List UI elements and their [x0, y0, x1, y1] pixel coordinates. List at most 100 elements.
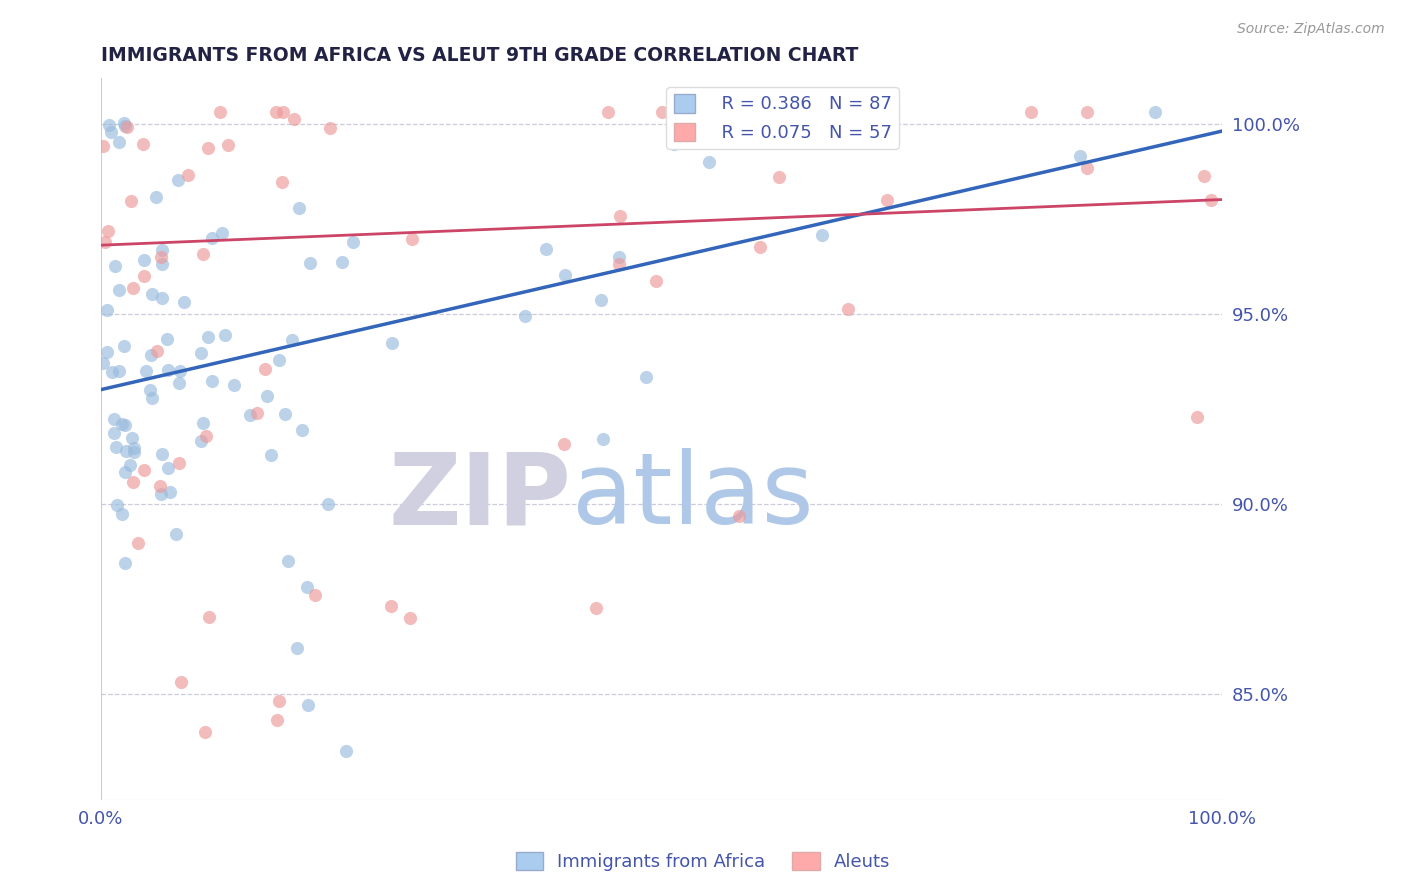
Point: [97, 224, 120, 238]
Point: [256, 389, 278, 403]
Point: [141, 287, 163, 301]
Legend: Immigrants from Africa, Aleuts: Immigrants from Africa, Aleuts: [509, 845, 897, 879]
Point: [114, 465, 136, 479]
Point: [260, 448, 283, 462]
Point: [121, 431, 143, 445]
Point: [141, 347, 163, 361]
Point: [797, 105, 820, 120]
Point: [811, 227, 834, 242]
Point: [1076, 161, 1098, 175]
Point: [190, 434, 212, 448]
Point: [381, 335, 404, 350]
Point: [122, 441, 145, 455]
Point: [304, 588, 326, 602]
Point: [91, 356, 114, 370]
Point: [118, 458, 141, 472]
Point: [298, 256, 321, 270]
Point: [281, 334, 304, 348]
Point: [114, 557, 136, 571]
Point: [194, 724, 217, 739]
Point: [768, 170, 790, 185]
Point: [266, 105, 288, 120]
Point: [342, 235, 364, 249]
Point: [122, 281, 145, 295]
Point: [644, 274, 666, 288]
Text: atlas: atlas: [572, 449, 814, 545]
Point: [167, 173, 190, 187]
Point: [607, 250, 630, 264]
Point: [169, 376, 191, 390]
Point: [598, 105, 620, 120]
Point: [93, 235, 115, 250]
Point: [173, 294, 195, 309]
Text: IMMIGRANTS FROM AFRICA VS ALEUT 9TH GRADE CORRELATION CHART: IMMIGRANTS FROM AFRICA VS ALEUT 9TH GRAD…: [101, 46, 858, 65]
Point: [150, 447, 173, 461]
Point: [132, 252, 155, 267]
Point: [101, 365, 124, 379]
Point: [111, 508, 134, 522]
Point: [534, 242, 557, 256]
Point: [198, 609, 221, 624]
Point: [269, 352, 291, 367]
Point: [401, 231, 423, 245]
Point: [239, 408, 262, 422]
Point: [295, 580, 318, 594]
Point: [104, 259, 127, 273]
Point: [554, 268, 576, 282]
Point: [112, 339, 135, 353]
Point: [114, 418, 136, 433]
Point: [96, 302, 118, 317]
Point: [177, 168, 200, 182]
Point: [592, 432, 614, 446]
Point: [609, 209, 631, 223]
Point: [749, 240, 772, 254]
Point: [132, 268, 155, 283]
Point: [330, 255, 353, 269]
Point: [253, 361, 276, 376]
Point: [837, 301, 859, 316]
Point: [271, 105, 294, 120]
Point: [246, 406, 269, 420]
Point: [120, 194, 142, 208]
Point: [112, 116, 135, 130]
Point: [146, 343, 169, 358]
Point: [156, 332, 179, 346]
Point: [274, 407, 297, 421]
Point: [277, 554, 299, 568]
Point: [104, 440, 127, 454]
Point: [97, 118, 120, 132]
Point: [553, 437, 575, 451]
Point: [193, 416, 215, 430]
Point: [127, 535, 149, 549]
Point: [122, 445, 145, 459]
Point: [266, 714, 288, 728]
Point: [138, 383, 160, 397]
Point: [91, 138, 114, 153]
Point: [297, 698, 319, 713]
Point: [197, 330, 219, 344]
Point: [513, 309, 536, 323]
Point: [399, 611, 422, 625]
Point: [214, 327, 236, 342]
Point: [190, 346, 212, 360]
Point: [1201, 193, 1223, 207]
Point: [103, 426, 125, 441]
Point: [117, 120, 139, 134]
Point: [201, 374, 224, 388]
Point: [135, 363, 157, 377]
Point: [108, 135, 131, 149]
Point: [585, 601, 607, 615]
Point: [156, 363, 179, 377]
Point: [170, 675, 193, 690]
Point: [167, 456, 190, 470]
Point: [132, 463, 155, 477]
Point: [209, 105, 232, 120]
Point: [96, 344, 118, 359]
Point: [271, 175, 294, 189]
Point: [222, 378, 245, 392]
Point: [267, 694, 290, 708]
Point: [1143, 105, 1166, 120]
Point: [283, 112, 305, 126]
Point: [141, 391, 163, 405]
Point: [201, 231, 224, 245]
